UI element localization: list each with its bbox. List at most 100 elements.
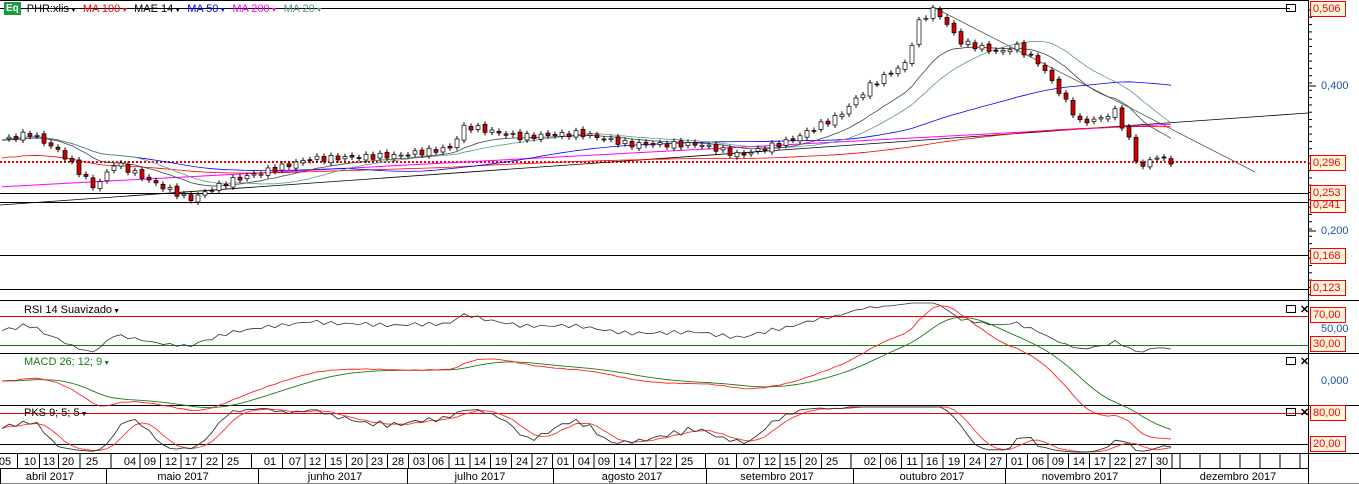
maximize-icon[interactable] xyxy=(1286,357,1296,365)
candle-body xyxy=(1028,53,1034,56)
candle-body xyxy=(699,145,705,147)
candle-body xyxy=(195,194,201,203)
close-icon[interactable]: ✕ xyxy=(1300,356,1310,368)
legend-label: MA 50 xyxy=(187,2,219,15)
rsi-panel-controls[interactable]: ✕ xyxy=(1286,303,1309,316)
ma100-line xyxy=(1,126,1172,174)
macd-panel-controls[interactable]: ✕ xyxy=(1286,355,1309,368)
price-tag: 0,296 xyxy=(1310,155,1346,171)
candle-body xyxy=(923,17,929,20)
candle-body xyxy=(153,180,159,184)
candle-body xyxy=(6,136,12,140)
candle-body xyxy=(629,140,635,148)
candle-body xyxy=(1000,49,1006,53)
candle-body xyxy=(972,42,978,50)
equity-badge: Eq xyxy=(4,2,21,15)
candle-body xyxy=(307,159,313,161)
candle-body xyxy=(69,158,75,162)
candle-body xyxy=(391,154,397,160)
candle-body xyxy=(741,152,747,156)
candle-body xyxy=(398,154,404,157)
date-label: 16 xyxy=(925,456,939,468)
candle-body xyxy=(1098,117,1104,120)
rsi-tag: 30,00 xyxy=(1310,336,1346,352)
candle-body xyxy=(804,130,810,138)
candle-body xyxy=(720,147,726,151)
date-label: 15 xyxy=(329,456,343,468)
candle-body xyxy=(594,134,600,138)
candle-body xyxy=(1007,49,1013,53)
candle-body xyxy=(958,31,964,45)
date-label: 27 xyxy=(1134,456,1148,468)
candle-body xyxy=(937,8,943,18)
close-icon[interactable]: ✕ xyxy=(1300,407,1310,419)
candle-body xyxy=(531,134,537,139)
dropdown-icon: ▼ xyxy=(121,6,129,14)
legend-item[interactable]: MA 20▼ xyxy=(284,3,323,15)
candle-body xyxy=(517,131,523,141)
price-panel-maximize[interactable] xyxy=(1286,3,1300,15)
candle-body xyxy=(1035,55,1041,65)
month-label: outubro 2017 xyxy=(899,471,965,483)
candle-body xyxy=(230,177,236,188)
dropdown-icon: ▼ xyxy=(80,411,88,418)
candle-body xyxy=(846,105,852,115)
candle-body xyxy=(1105,116,1111,120)
candle-body xyxy=(125,164,131,173)
candle-body xyxy=(139,169,145,179)
axis-tick: 50,00 xyxy=(1321,323,1349,335)
candle-body xyxy=(447,145,453,149)
trend-line-resistance xyxy=(934,7,1256,173)
candle-body xyxy=(503,133,509,136)
candle-body xyxy=(118,162,124,167)
pks-signal-line xyxy=(1,406,1172,453)
candle-body xyxy=(538,133,544,140)
maximize-icon[interactable] xyxy=(1286,408,1296,416)
legend-item[interactable]: MA 50▼ xyxy=(187,3,226,15)
candle-body xyxy=(951,22,957,34)
candle-body xyxy=(370,154,376,160)
maximize-icon[interactable] xyxy=(1286,305,1296,313)
legend-item[interactable]: MA 100▼ xyxy=(83,3,128,15)
candle-body xyxy=(13,136,19,140)
close-icon[interactable]: ✕ xyxy=(1300,304,1310,316)
legend-label: MA 100 xyxy=(82,2,121,15)
candle-body xyxy=(1154,157,1160,160)
candle-body xyxy=(62,150,68,160)
candle-body xyxy=(783,139,789,146)
candle-body xyxy=(650,143,656,146)
candle-body xyxy=(1119,107,1125,129)
pks-label[interactable]: PKS 9; 5; 5▼ xyxy=(24,407,88,419)
month-label: agosto 2017 xyxy=(601,471,663,483)
date-label: 20 xyxy=(804,456,818,468)
candle-body xyxy=(454,138,460,148)
date-label: 14 xyxy=(1072,456,1086,468)
candle-body xyxy=(1126,126,1132,138)
candle-body xyxy=(706,144,712,147)
date-label: 22 xyxy=(205,456,219,468)
candle-body xyxy=(314,155,320,160)
candle-body xyxy=(489,129,495,133)
candle-body xyxy=(524,133,530,141)
date-label: 12 xyxy=(308,456,322,468)
candle-body xyxy=(692,141,698,146)
legend-item[interactable]: MA 200▼ xyxy=(232,3,277,15)
macd-label[interactable]: MACD 26; 12; 9▼ xyxy=(24,356,111,368)
candle-body xyxy=(1091,118,1097,122)
candle-body xyxy=(286,163,292,168)
candle-body xyxy=(363,153,369,161)
legend-item[interactable]: MAE 14▼ xyxy=(134,3,181,15)
candle-body xyxy=(1077,115,1083,121)
candle-body xyxy=(419,149,425,156)
candle-body xyxy=(965,40,971,45)
candle-body xyxy=(622,139,628,144)
legend-label: MA 20 xyxy=(283,2,315,15)
candle-body xyxy=(671,141,677,149)
mae14-line xyxy=(1,46,1172,187)
symbol-selector[interactable]: PHR:xlis▼ xyxy=(27,3,77,15)
rsi-label[interactable]: RSI 14 Suavizado▼ xyxy=(24,304,120,316)
pks-panel-controls[interactable]: ✕ xyxy=(1286,406,1309,419)
candle-body xyxy=(342,156,348,160)
date-label: 19 xyxy=(947,456,961,468)
